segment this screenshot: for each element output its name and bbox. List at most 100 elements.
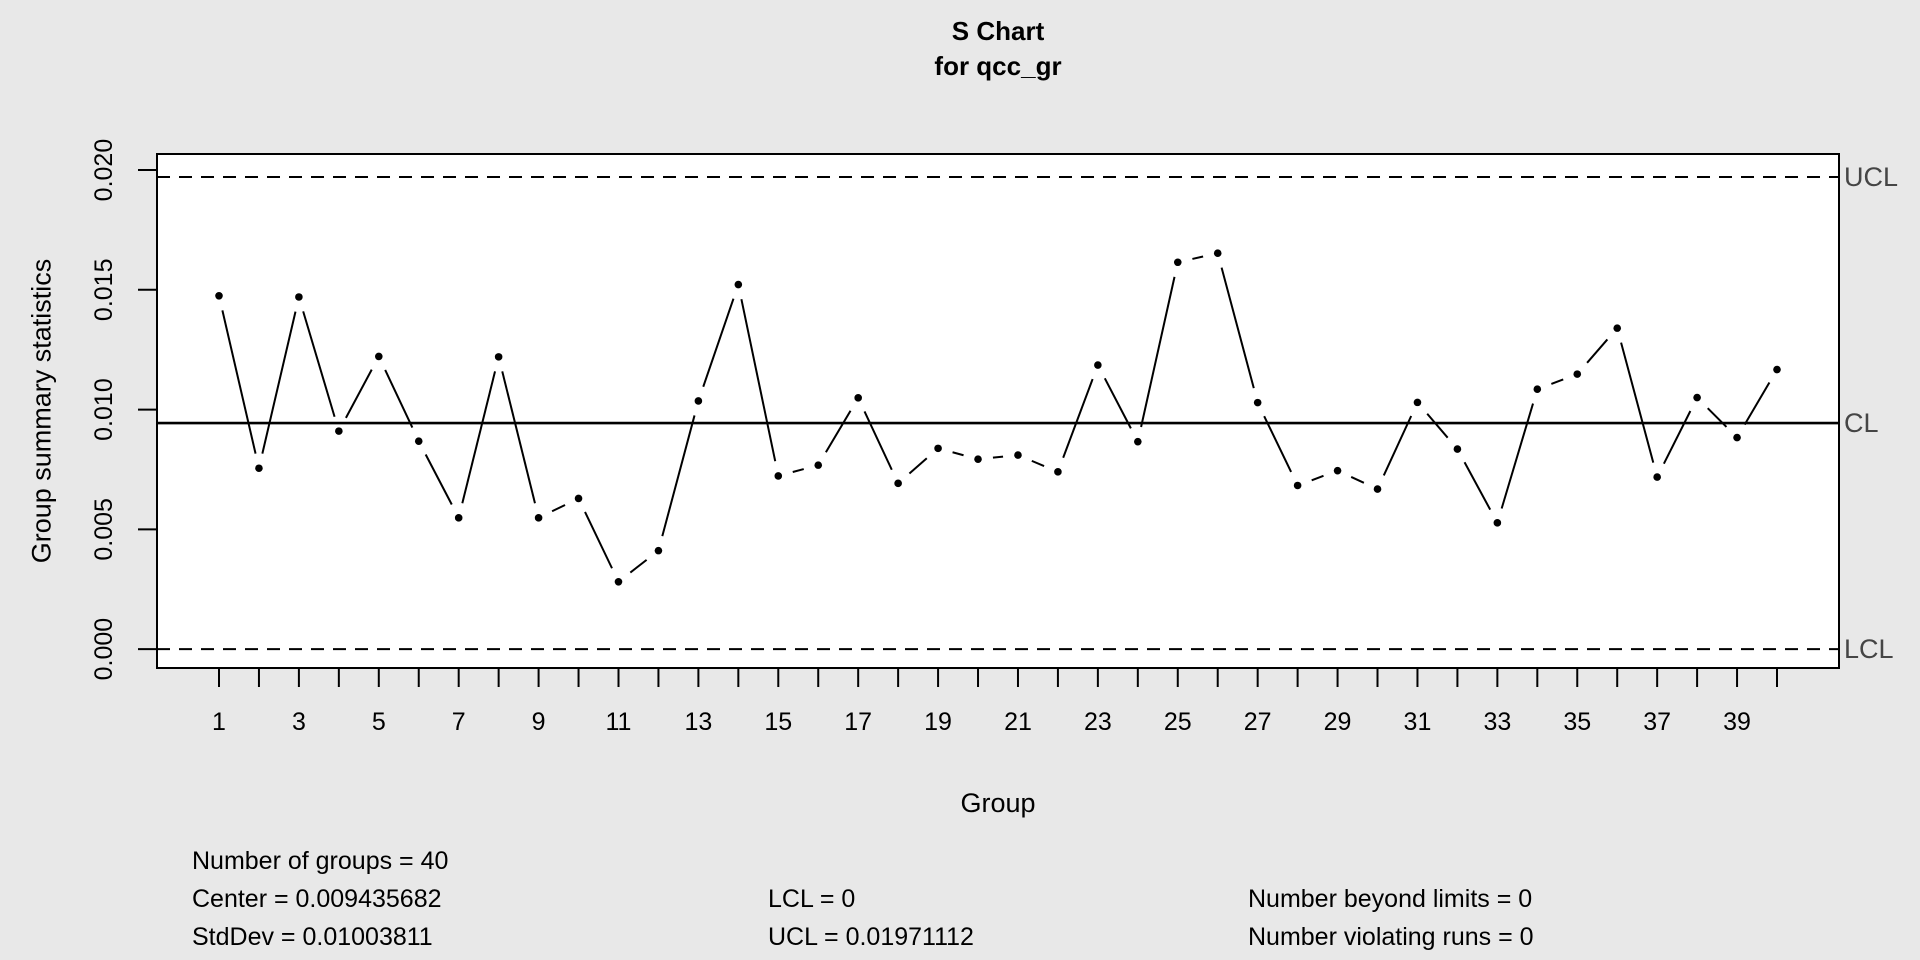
- plot-background: [157, 154, 1839, 668]
- series-segment: [1550, 378, 1564, 385]
- series-segment: [1426, 413, 1449, 439]
- stat-number-of-groups: Number of groups = 40: [192, 847, 449, 875]
- x-tick-label: 21: [1004, 708, 1032, 736]
- series-segment: [1743, 381, 1771, 426]
- x-tick-label: 33: [1483, 708, 1511, 736]
- data-point: [335, 427, 343, 435]
- x-tick-label: 11: [606, 708, 632, 736]
- x-tick-label: 9: [532, 708, 546, 736]
- data-point: [454, 514, 463, 522]
- x-tick-label: 5: [372, 708, 386, 736]
- series-segment: [952, 451, 964, 457]
- stat-beyond-limits: Number beyond limits = 0: [1248, 885, 1533, 913]
- series-segment: [501, 371, 536, 504]
- data-point: [1094, 361, 1102, 369]
- data-point: [1733, 433, 1741, 442]
- series-segment: [1706, 407, 1728, 428]
- x-tick-label: 23: [1084, 708, 1112, 736]
- series-segment: [1140, 276, 1176, 428]
- data-point: [255, 464, 263, 473]
- series-segment: [1103, 377, 1132, 429]
- data-point: [1573, 370, 1582, 378]
- stats-column-left: Number of groups = 40 Center = 0.0094356…: [192, 842, 448, 956]
- series-segment: [345, 369, 373, 419]
- data-point: [854, 394, 862, 402]
- x-tick-label: 19: [924, 708, 952, 736]
- data-point: [534, 514, 543, 522]
- data-point: [774, 472, 783, 480]
- x-tick-label: 37: [1643, 708, 1671, 736]
- stat-violating-runs: Number violating runs = 0: [1248, 923, 1534, 951]
- series-segment: [424, 454, 453, 505]
- x-tick-label: 3: [292, 708, 306, 736]
- series-segment: [863, 410, 893, 471]
- series-segment: [221, 310, 257, 454]
- series-segment: [702, 298, 735, 388]
- data-point: [1173, 258, 1182, 267]
- data-point: [1253, 398, 1262, 407]
- data-point: [1653, 473, 1661, 481]
- data-point: [894, 479, 902, 488]
- data-point: [1613, 324, 1622, 332]
- data-point: [1134, 437, 1142, 446]
- x-tick-label: 17: [844, 708, 872, 736]
- data-point: [1453, 445, 1462, 453]
- x-tick-label: 35: [1563, 708, 1591, 736]
- data-point: [1693, 393, 1701, 402]
- series-segment: [1500, 403, 1534, 509]
- series-segment: [1620, 342, 1655, 463]
- series-segment: [1463, 461, 1492, 511]
- data-point: [734, 280, 743, 289]
- stats-column-right: Number beyond limits = 0 Number violatin…: [1248, 880, 1534, 956]
- series-segment: [1031, 459, 1045, 467]
- data-point: [494, 353, 503, 361]
- series-segment: [661, 415, 696, 537]
- series-segment: [825, 410, 852, 453]
- stats-column-middle: LCL = 0 UCL = 0.01971112: [768, 880, 974, 956]
- stat-stddev: StdDev = 0.01003811: [192, 923, 433, 951]
- data-point: [1413, 398, 1422, 407]
- lcl-label: LCL: [1844, 634, 1894, 664]
- data-point: [374, 352, 383, 361]
- x-tick-label: 39: [1723, 708, 1751, 736]
- data-point: [1293, 481, 1302, 490]
- series-segment: [584, 511, 613, 569]
- x-tick-label: 7: [452, 708, 466, 736]
- cl-label: CL: [1844, 408, 1879, 438]
- series-segment: [1062, 378, 1094, 459]
- x-tick-label: 25: [1164, 708, 1192, 736]
- chart-title-line1: S Chart: [951, 16, 1045, 46]
- series-segment: [1192, 255, 1204, 260]
- y-tick-label: 0.005: [90, 498, 118, 561]
- series-segment: [1382, 415, 1413, 476]
- data-point: [295, 293, 303, 301]
- y-tick-label: 0.010: [90, 378, 118, 441]
- x-tick-label: 29: [1324, 708, 1352, 736]
- x-tick-label: 1: [212, 708, 226, 736]
- series-segment: [1662, 410, 1692, 465]
- series-segment: [302, 311, 336, 418]
- y-tick-label: 0.020: [90, 139, 118, 202]
- series-segment: [551, 504, 566, 513]
- series-segment: [261, 311, 297, 454]
- data-point: [1054, 468, 1062, 476]
- data-point: [1333, 466, 1342, 475]
- data-point: [1014, 451, 1022, 459]
- x-tick-label: 13: [684, 708, 712, 736]
- stat-lcl: LCL = 0: [768, 885, 856, 913]
- series-segment: [384, 369, 414, 429]
- series-segment: [740, 299, 777, 462]
- y-tick-label: 0.000: [90, 618, 118, 681]
- data-point: [1773, 365, 1781, 374]
- data-point: [654, 546, 663, 555]
- data-point: [1493, 519, 1502, 527]
- data-point: [574, 494, 583, 503]
- plot-border: [156, 153, 1840, 669]
- series-segment: [1263, 415, 1293, 473]
- data-point: [934, 444, 942, 453]
- plot-area: 1 3 5 7 9 11 13 15 17 19 21 23 25 27 29 31 33 35 37 390.000…: [90, 139, 1898, 736]
- data-point: [414, 437, 423, 445]
- x-tick-label: 15: [764, 708, 792, 736]
- data-point: [1213, 249, 1222, 257]
